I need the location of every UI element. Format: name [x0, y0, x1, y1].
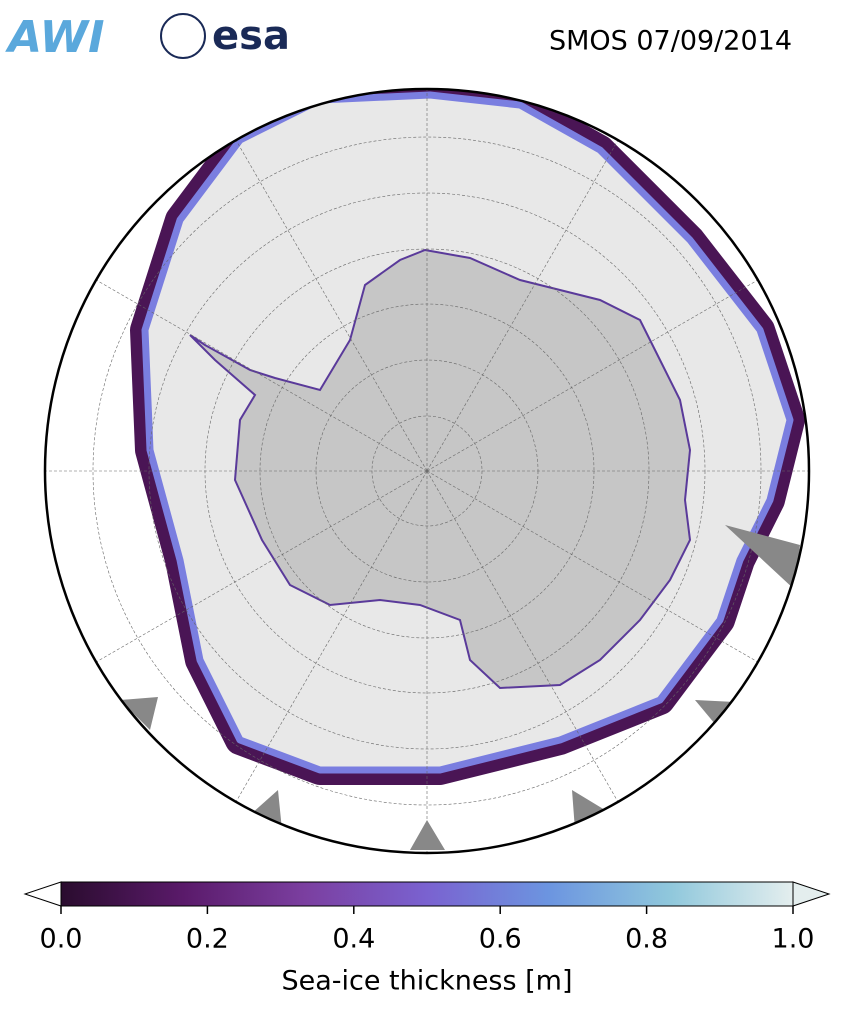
awi-logo: AWI: [5, 12, 105, 63]
colorbar: [23, 881, 831, 914]
colorbar-tick-label: 1.0: [772, 924, 815, 955]
colorbar-tick-label: 0.0: [40, 924, 83, 955]
map-boundary: [43, 87, 811, 855]
colorbar-label: Sea-ice thickness [m]: [281, 966, 572, 997]
colorbar-ramp: [60, 881, 794, 907]
colorbar-over: [792, 881, 831, 907]
antarctica: [189, 248, 692, 690]
colorbar-under: [23, 881, 62, 907]
colorbar-tick-label: 0.6: [479, 924, 522, 955]
graticule: [45, 89, 809, 853]
colorbar-tick-label: 0.8: [625, 924, 668, 955]
map-title: SMOS 07/09/2014: [549, 26, 792, 57]
esa-mark: [160, 13, 206, 59]
esa-logo: esa: [212, 13, 290, 59]
map-area: [45, 89, 809, 853]
colorbar-tick-label: 0.2: [186, 924, 229, 955]
colorbar-tick-label: 0.4: [332, 924, 375, 955]
